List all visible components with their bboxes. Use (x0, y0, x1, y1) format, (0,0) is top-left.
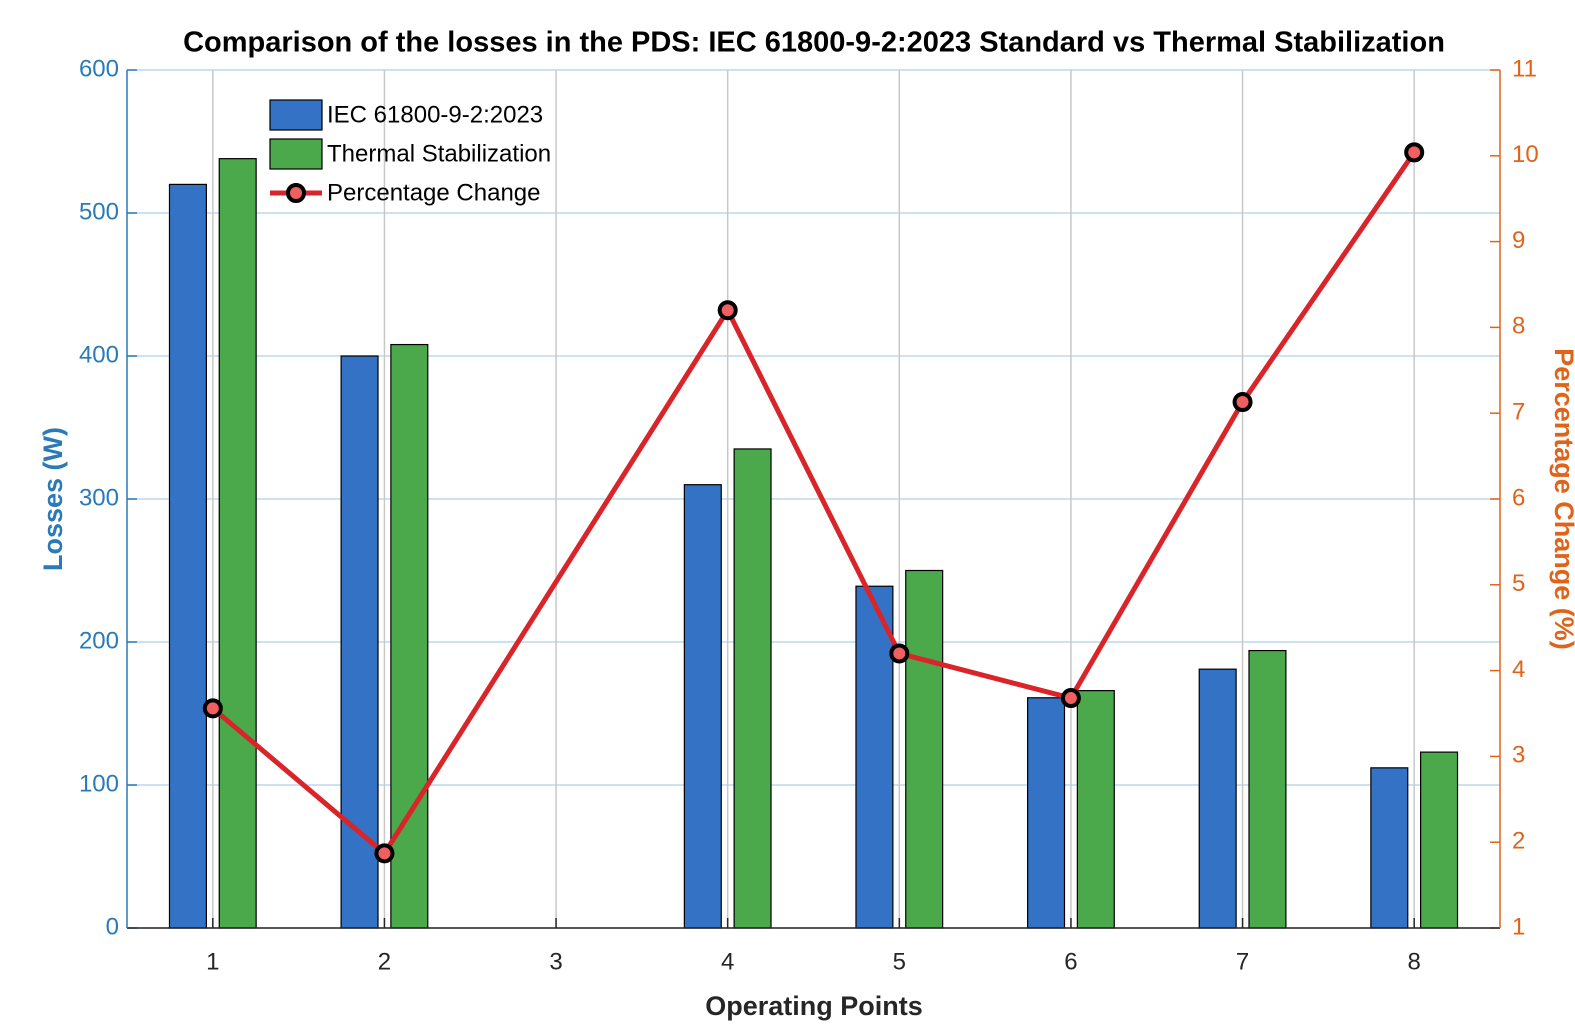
marker (889, 643, 910, 664)
y2-tick-label: 4 (1512, 656, 1525, 683)
x-tick-label: 2 (378, 948, 391, 975)
x-tick-label: 5 (893, 948, 906, 975)
y2-tick-label: 7 (1512, 399, 1525, 426)
y-axis-label: Losses (W) (38, 427, 68, 571)
marker (374, 843, 395, 864)
y2-tick-label: 11 (1512, 55, 1537, 82)
y2-tick-label: 5 (1512, 570, 1525, 597)
y2-axis-label: Percentage Change (%) (1549, 348, 1575, 650)
y2-tick-label: 10 (1512, 141, 1539, 168)
bar (1370, 767, 1409, 929)
bar (1248, 649, 1287, 929)
bar (905, 569, 944, 929)
y-tick-label: 200 (79, 627, 119, 654)
bar (1198, 668, 1237, 929)
chart-title: Comparison of the losses in the PDS: IEC… (183, 27, 1445, 59)
y2-tick-label: 9 (1512, 227, 1525, 254)
y-tick-label: 0 (106, 913, 119, 940)
x-tick-label: 4 (721, 948, 734, 975)
bar (683, 484, 722, 929)
y-tick-label: 500 (79, 198, 119, 225)
x-tick-label: 8 (1408, 948, 1421, 975)
bar (855, 585, 894, 929)
bar (1420, 751, 1459, 929)
x-tick-label: 7 (1236, 948, 1249, 975)
legend-label: IEC 61800-9-2:2023 (327, 101, 543, 128)
marker (1232, 392, 1253, 413)
marker (202, 698, 223, 719)
bar (218, 158, 257, 929)
bar (1076, 690, 1115, 929)
y2-tick-label: 2 (1512, 828, 1525, 855)
x-tick-label: 1 (206, 948, 219, 975)
y2-tick-label: 6 (1512, 484, 1525, 511)
x-axis-label: Operating Points (705, 991, 923, 1021)
legend-swatch (286, 183, 306, 203)
legend-label: Percentage Change (327, 179, 541, 206)
x-tick-label: 3 (549, 948, 562, 975)
bar (168, 183, 207, 929)
bar (390, 343, 429, 929)
y2-tick-label: 3 (1512, 742, 1525, 769)
x-tick-label: 6 (1064, 948, 1077, 975)
marker (717, 300, 738, 321)
y-tick-label: 300 (79, 484, 119, 511)
marker (1060, 688, 1081, 709)
y-tick-label: 600 (79, 55, 119, 82)
marker (1404, 142, 1425, 163)
y2-tick-label: 1 (1512, 913, 1525, 940)
y-tick-label: 100 (79, 770, 119, 797)
y-tick-label: 400 (79, 341, 119, 368)
y2-tick-label: 8 (1512, 313, 1525, 340)
bar (733, 448, 772, 929)
legend-swatch (269, 99, 323, 131)
bar (1027, 697, 1066, 929)
legend-label: Thermal Stabilization (327, 140, 551, 167)
legend-swatch (269, 138, 323, 170)
